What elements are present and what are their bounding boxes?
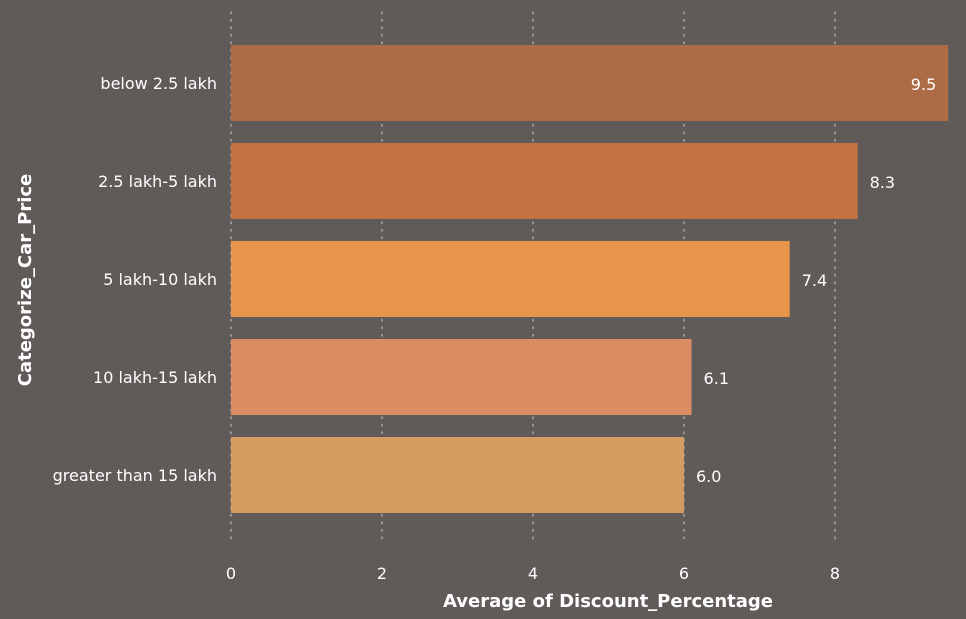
bar	[231, 143, 858, 219]
data-labels: 9.5 8.3 7.4 6.1 6.0	[696, 75, 936, 486]
data-label: 9.5	[911, 75, 936, 94]
x-tick-label: 8	[830, 564, 840, 583]
bar	[231, 241, 790, 317]
category-labels: below 2.5 lakh 2.5 lakh-5 lakh 5 lakh-10 l…	[53, 74, 217, 485]
category-label: 2.5 lakh-5 lakh	[98, 172, 217, 191]
category-label: 10 lakh-15 lakh	[93, 368, 217, 387]
data-label: 8.3	[870, 173, 895, 192]
bars	[231, 45, 949, 513]
bar	[231, 437, 684, 513]
x-tick-label: 0	[226, 564, 236, 583]
x-tick-label: 4	[528, 564, 538, 583]
x-tick-label: 6	[679, 564, 689, 583]
bar	[231, 339, 692, 415]
category-label: below 2.5 lakh	[100, 74, 217, 93]
data-label: 6.0	[696, 467, 721, 486]
x-tick-labels: 0 2 4 6 8	[226, 564, 840, 583]
category-label: 5 lakh-10 lakh	[103, 270, 217, 289]
bar	[231, 45, 949, 121]
x-tick-label: 2	[377, 564, 387, 583]
data-label: 7.4	[802, 271, 827, 290]
y-axis-title: Categorize_Car_Price	[15, 174, 36, 387]
x-axis-title: Average of Discount_Percentage	[443, 591, 773, 612]
category-label: greater than 15 lakh	[53, 466, 217, 485]
data-label: 6.1	[704, 369, 729, 388]
